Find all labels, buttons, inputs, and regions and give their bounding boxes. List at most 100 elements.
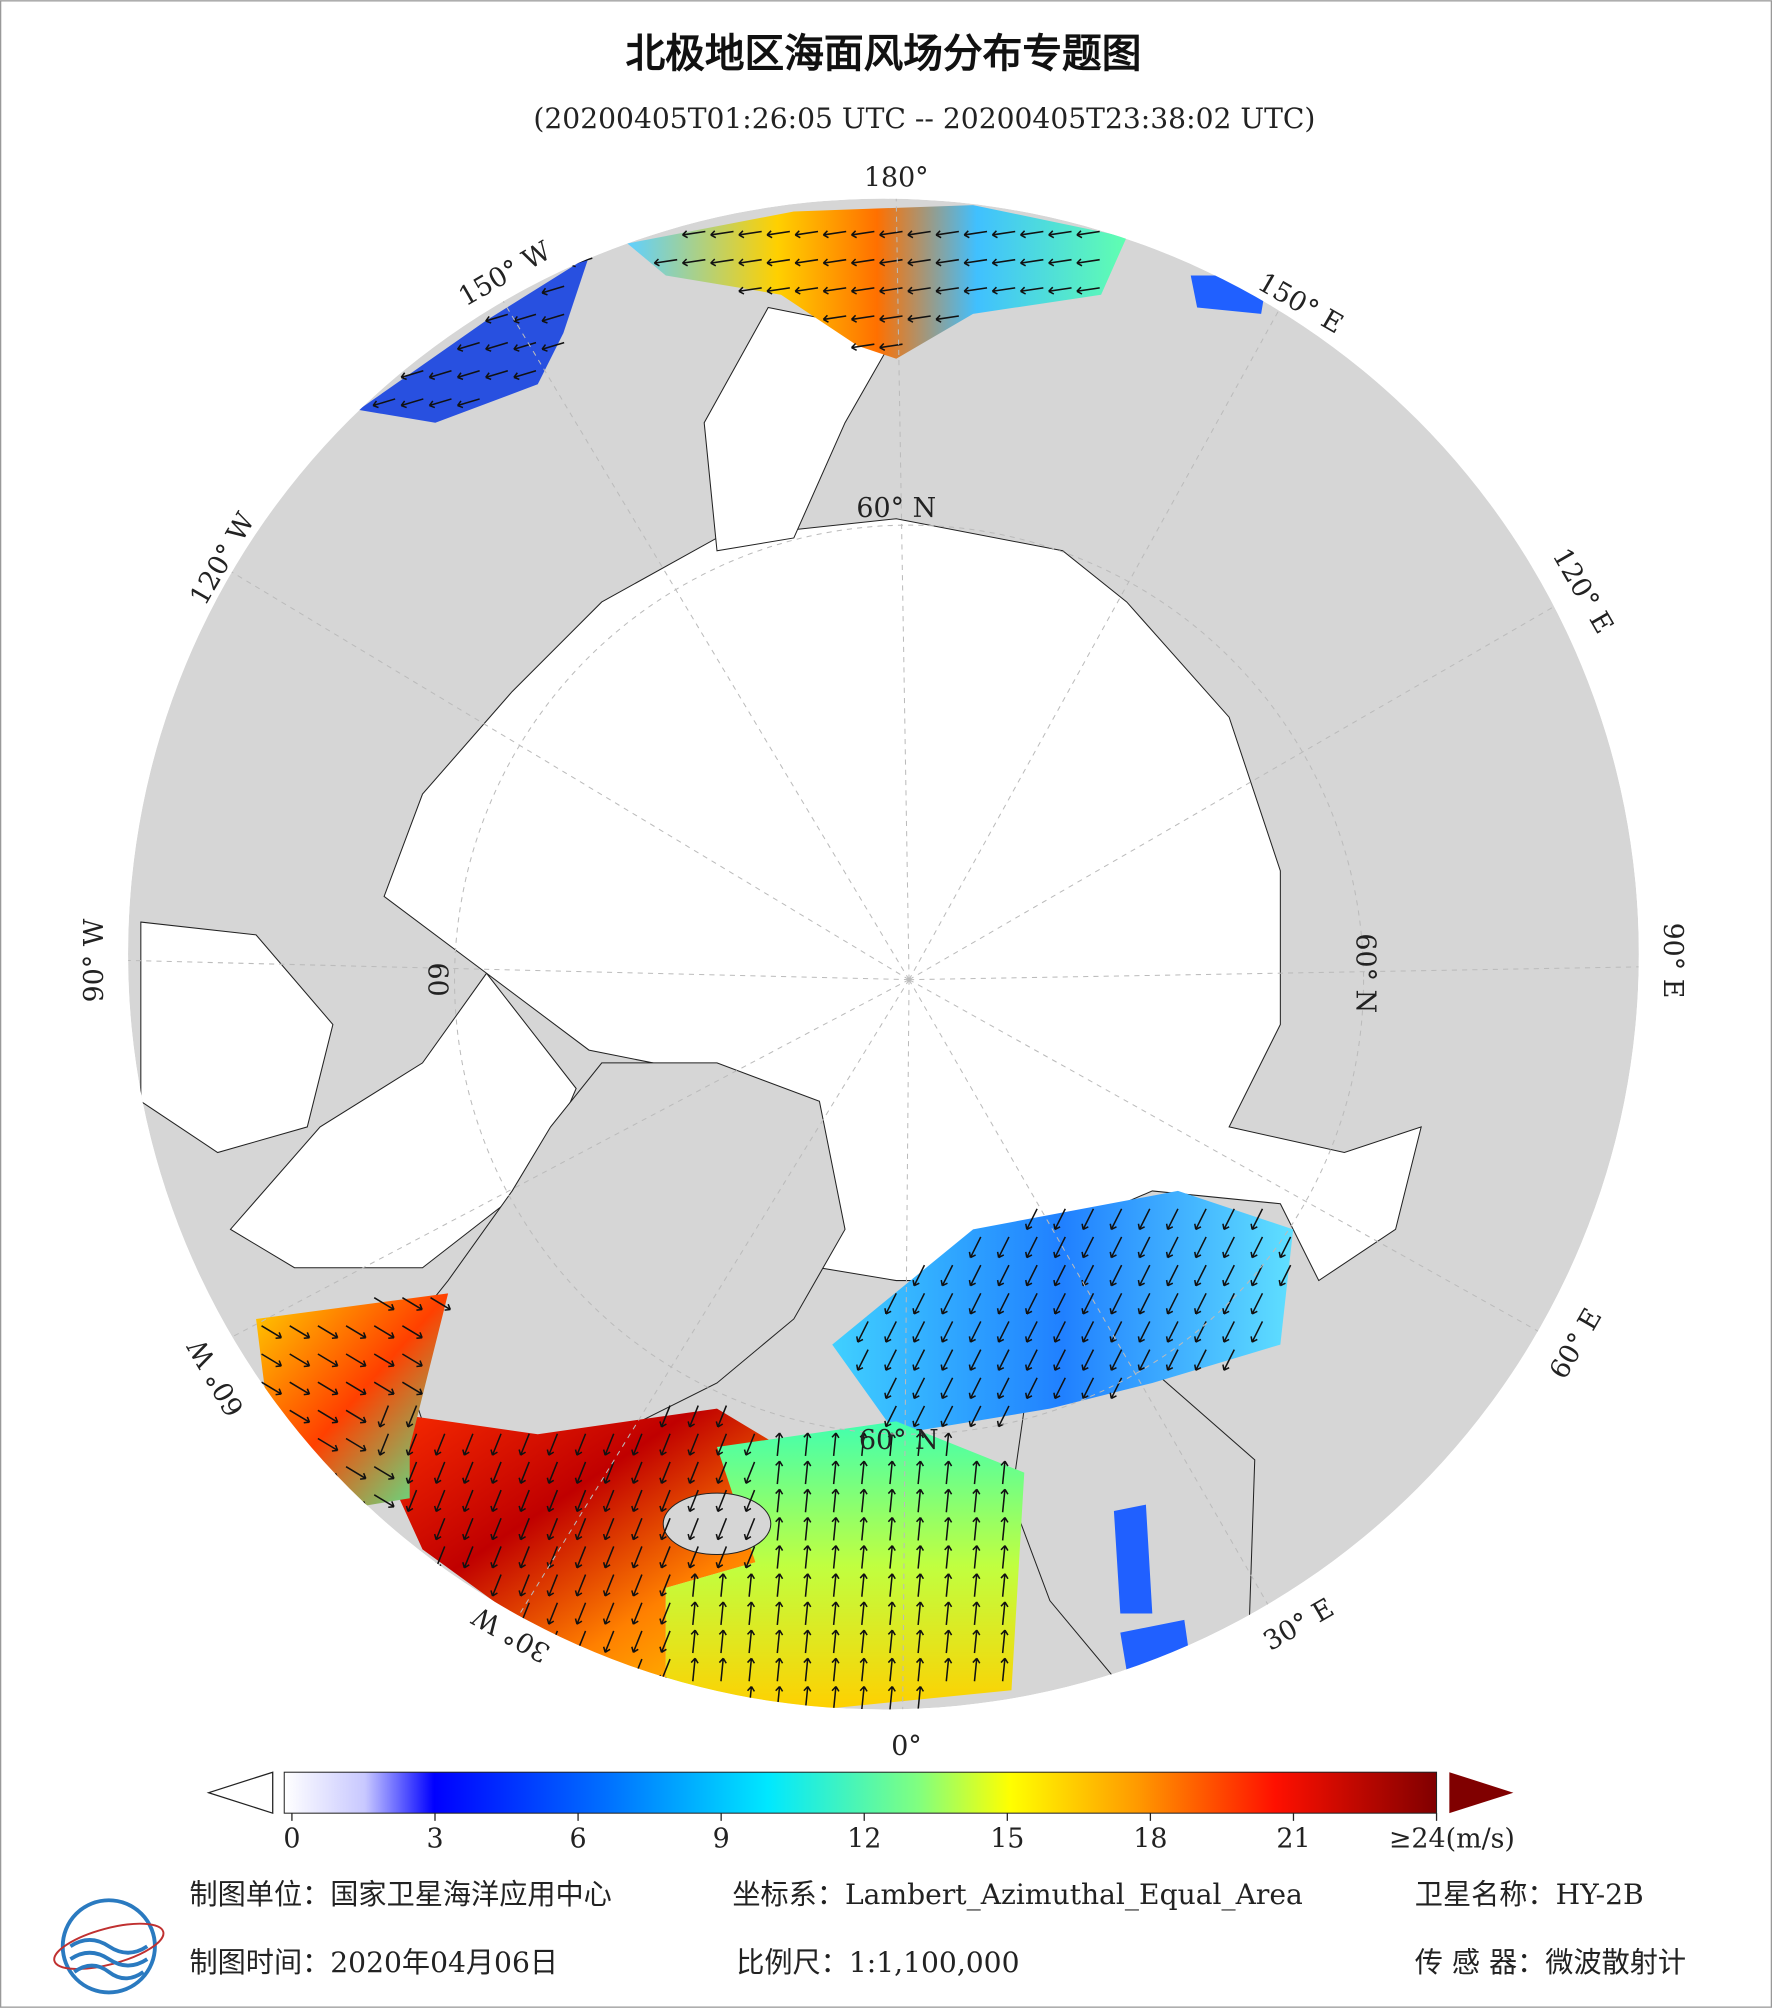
wind-arrow xyxy=(653,258,678,267)
colorbar-gradient xyxy=(283,1771,1438,1814)
wind-arrow xyxy=(317,1381,339,1396)
wind-arrow xyxy=(968,1236,982,1259)
wind-arrow xyxy=(915,1488,925,1513)
wind-arrow xyxy=(1109,1264,1123,1287)
wind-arrow xyxy=(710,258,734,267)
wind-arrow xyxy=(996,1292,1010,1315)
wind-arrow xyxy=(1165,1292,1179,1315)
wind-arrow xyxy=(462,1489,474,1513)
wind-arrow xyxy=(766,258,790,267)
wind-arrow xyxy=(631,1630,643,1653)
wind-arrow xyxy=(944,1629,953,1654)
wind-arrow xyxy=(935,286,959,295)
colorbar-tick-label: ≥24(m/s) xyxy=(1389,1824,1515,1855)
wind-arrow xyxy=(1048,230,1072,239)
wind-arrow xyxy=(317,1325,339,1340)
wind-arrow xyxy=(1000,1657,1009,1682)
wind-arrow xyxy=(690,1573,699,1597)
wind-arrow xyxy=(859,1432,868,1456)
wind-arrow xyxy=(775,1545,784,1569)
wind-arrow xyxy=(456,398,480,409)
wind-arrow xyxy=(462,1461,474,1484)
wind-arrow xyxy=(1137,1321,1151,1343)
footer-date: 制图时间：2020年04月06日 xyxy=(189,1946,558,1979)
wind-arrow xyxy=(907,230,931,239)
wind-arrow xyxy=(518,1517,530,1541)
wind-arrow xyxy=(775,1573,784,1597)
wind-arrow xyxy=(944,1488,953,1513)
wind-arrow xyxy=(631,1461,643,1484)
wind-arrow xyxy=(887,1488,896,1513)
wind-arrow xyxy=(746,1657,756,1682)
colorbar-tick-label: 21 xyxy=(1276,1824,1310,1855)
wind-arrow xyxy=(915,1460,925,1485)
wind-arrow xyxy=(944,1432,953,1456)
wind-arrow xyxy=(261,1353,283,1368)
colorbar-tick-label: 6 xyxy=(570,1824,587,1855)
wind-arrow xyxy=(1020,258,1044,267)
wind-arrow xyxy=(430,1297,452,1311)
wind-arrow xyxy=(884,1377,897,1400)
wind-arrow xyxy=(775,1629,784,1654)
wind-arrow xyxy=(1053,1208,1066,1231)
wind-arrow xyxy=(912,1292,926,1315)
wind-arrow xyxy=(884,1321,897,1343)
wind-arrow xyxy=(377,1405,390,1428)
wind-arrow xyxy=(659,1489,671,1513)
wind-arrow xyxy=(859,1516,868,1541)
wind-arrow xyxy=(851,342,875,352)
wind-arrow xyxy=(682,230,706,239)
wind-arrow xyxy=(944,1460,953,1485)
wind-arrow xyxy=(317,1437,339,1452)
wind-arrow xyxy=(1048,258,1072,267)
logo xyxy=(53,1898,165,1995)
wind-arrow xyxy=(746,1629,756,1654)
wind-arrow xyxy=(968,1264,982,1287)
wind-arrow xyxy=(940,1405,954,1428)
wind-arrow xyxy=(887,1545,896,1569)
wind-arrow xyxy=(743,1489,756,1513)
wind-arrow xyxy=(401,1297,423,1311)
wind-arrow xyxy=(401,1353,423,1368)
wind-arrow xyxy=(831,1601,840,1625)
wind-arrow xyxy=(345,1466,367,1480)
wind-arrow xyxy=(518,1461,530,1484)
footer-sensor: 传 感 器：微波散射计 xyxy=(1415,1946,1686,1979)
wind-arrow xyxy=(462,1517,474,1541)
colorbar-tick-label: 18 xyxy=(1133,1824,1167,1855)
wind-arrow xyxy=(405,1489,418,1513)
wind-arrow xyxy=(1076,286,1100,295)
footer-scale: 比例尺：1:1,100,000 xyxy=(736,1946,1019,1979)
wind-arrow xyxy=(715,1546,728,1569)
wind-arrow xyxy=(261,1325,283,1340)
wind-arrow xyxy=(1194,1264,1207,1287)
wind-arrow xyxy=(887,1573,896,1597)
wind-arrow xyxy=(822,286,847,295)
wind-arrow xyxy=(687,1433,699,1456)
wind-arrow xyxy=(1020,230,1044,239)
wind-arrow xyxy=(690,1657,699,1682)
wind-arrow xyxy=(1165,1208,1179,1231)
wind-arrow xyxy=(405,1405,418,1428)
wind-arrow xyxy=(1165,1321,1179,1343)
wind-arrow xyxy=(968,1377,982,1400)
wind-arrow xyxy=(631,1433,643,1456)
footer-unit: 制图单位：国家卫星海洋应用中心 xyxy=(189,1878,611,1911)
wind-arrow xyxy=(887,1601,896,1625)
map-label: 90° W xyxy=(79,918,110,1002)
wind-arrow xyxy=(400,370,424,381)
wind-arrow xyxy=(1076,258,1100,267)
wind-arrow xyxy=(687,1405,699,1428)
wind-arrow xyxy=(1165,1236,1179,1259)
wind-arrow xyxy=(996,1377,1010,1400)
wind-arrow xyxy=(859,1488,868,1513)
colorbar-under xyxy=(206,1771,274,1815)
wind-arrow xyxy=(775,1601,784,1625)
wind-arrow xyxy=(546,1461,559,1484)
wind-arrow xyxy=(518,1433,530,1456)
wind-arrow xyxy=(775,1516,784,1541)
wind-arrow xyxy=(659,1461,671,1484)
wind-arrow xyxy=(659,1546,671,1569)
wind-arrow xyxy=(935,258,959,267)
wind-arrow xyxy=(574,1433,587,1456)
